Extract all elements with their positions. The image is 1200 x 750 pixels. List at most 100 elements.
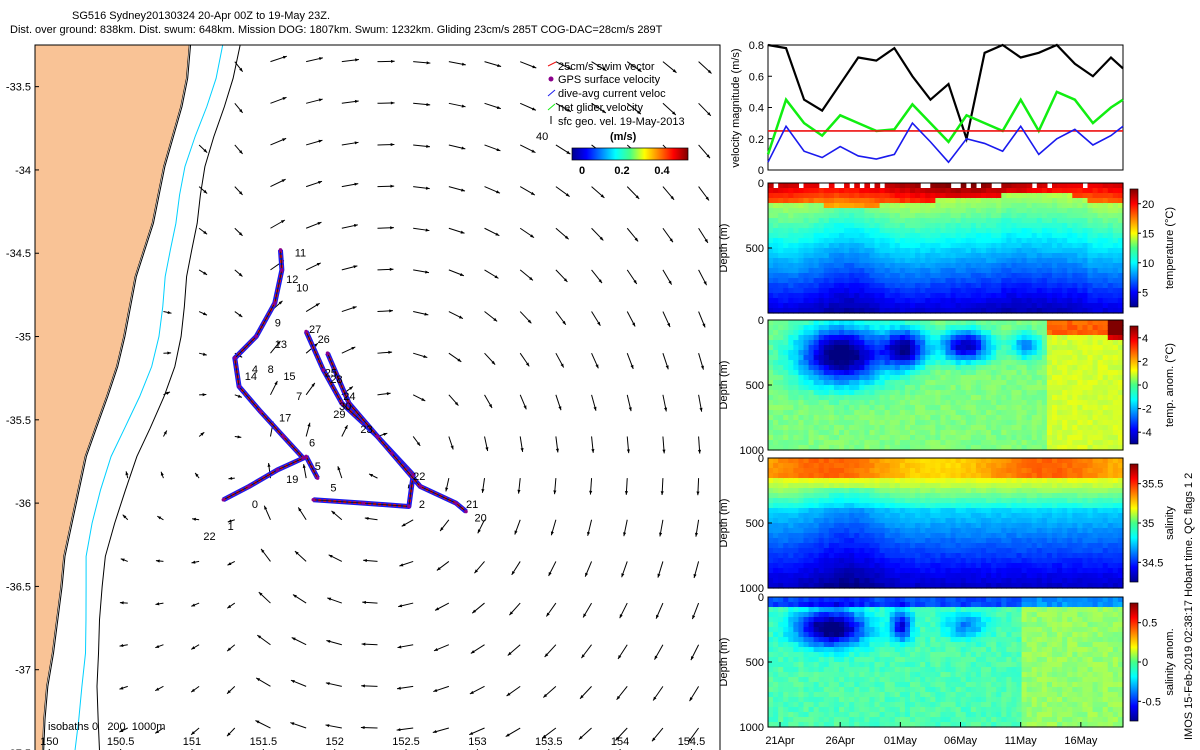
- heatmap-cell: [783, 288, 789, 294]
- heatmap-cell: [1112, 293, 1119, 299]
- heatmap-cell: [783, 293, 789, 299]
- heatmap-cell: [783, 320, 789, 326]
- heatmap-cell: [813, 420, 820, 426]
- heatmap-cell: [945, 415, 952, 421]
- heatmap-cell: [1092, 340, 1099, 346]
- heatmap-cell: [788, 458, 794, 464]
- heatmap-cell: [793, 385, 800, 391]
- heatmap-cell: [879, 345, 886, 351]
- heatmap-cell: [798, 370, 805, 376]
- heatmap-cell: [1036, 248, 1043, 254]
- heatmap-cell: [950, 203, 957, 209]
- heatmap-cell: [788, 335, 794, 341]
- heatmap-cell: [1067, 298, 1073, 304]
- heatmap-cell: [1057, 430, 1063, 436]
- heatmap-cell: [991, 303, 997, 309]
- vector-arrowhead: [425, 270, 429, 274]
- heatmap-cell: [793, 395, 800, 401]
- heatmap-cell: [965, 223, 972, 229]
- glider-track: [221, 248, 468, 514]
- heatmap-cell: [935, 198, 942, 204]
- heatmap-cell: [783, 330, 789, 336]
- heatmap-cell: [1077, 375, 1084, 381]
- vector-arrowhead: [450, 445, 454, 450]
- heatmap-cell: [793, 380, 800, 386]
- heatmap-cell: [1117, 228, 1124, 234]
- heatmap-cell: [1107, 360, 1114, 366]
- heatmap-cell: [1057, 248, 1063, 254]
- heatmap-cell: [1031, 188, 1038, 194]
- heatmap-cell: [935, 183, 942, 189]
- heatmap-cell: [828, 445, 835, 451]
- heatmap-cell: [839, 243, 845, 249]
- heatmap-cell: [925, 308, 931, 314]
- heatmap-cell: [1011, 440, 1018, 446]
- heatmap-cell: [950, 360, 957, 366]
- heatmap-cell: [793, 345, 800, 351]
- heatmap-cell: [1026, 188, 1033, 194]
- heatmap-cell: [854, 233, 860, 239]
- heatmap-cell: [910, 283, 916, 289]
- heatmap-cell: [1077, 288, 1084, 294]
- heatmap-cell: [864, 263, 871, 269]
- heatmap-cell: [803, 350, 810, 356]
- heatmap-cell: [1057, 400, 1063, 406]
- heatmap-cell: [920, 213, 926, 219]
- heatmap-cell: [864, 273, 871, 279]
- heatmap-cell: [839, 365, 845, 371]
- heatmap-cell: [859, 513, 865, 519]
- heatmap-cell: [823, 248, 830, 254]
- heatmap-cell: [960, 420, 967, 426]
- heatmap-cell: [1067, 188, 1073, 194]
- heatmap-cell: [818, 238, 825, 244]
- heatmap-cell: [808, 558, 815, 564]
- heatmap-cell: [869, 203, 876, 209]
- heatmap-cell: [1112, 198, 1119, 204]
- heatmap-cell: [965, 198, 972, 204]
- vector-arrowhead: [274, 381, 278, 386]
- vector-arrowhead: [628, 407, 632, 412]
- heatmap-cell: [1046, 223, 1053, 229]
- heatmap-cell: [1041, 278, 1048, 284]
- heatmap-cell: [1036, 435, 1043, 441]
- heatmap-cell: [849, 543, 855, 549]
- heatmap-cell: [970, 355, 977, 361]
- heatmap-cell: [879, 518, 886, 524]
- heatmap-cell: [1031, 435, 1038, 441]
- heatmap-cell: [849, 528, 855, 534]
- heatmap-cell: [798, 563, 805, 569]
- heatmap-cell: [1107, 365, 1114, 371]
- heatmap-cell: [1052, 188, 1058, 194]
- heatmap-cell: [1097, 370, 1104, 376]
- vector-arrowhead: [626, 449, 630, 454]
- heatmap-cell: [935, 445, 942, 451]
- vector-arrowhead: [494, 275, 499, 279]
- heatmap-cell: [839, 435, 845, 441]
- heatmap-cell: [818, 458, 825, 464]
- heatmap-cell: [818, 573, 825, 579]
- heatmap-cell: [1112, 218, 1119, 224]
- heatmap-cell: [899, 410, 906, 416]
- heatmap-cell: [773, 330, 779, 336]
- heatmap-cell: [1082, 303, 1089, 309]
- heatmap-cell: [823, 370, 830, 376]
- heatmap-cell: [965, 188, 972, 194]
- heatmap-cell: [1031, 303, 1038, 309]
- heatmap-cell: [945, 213, 952, 219]
- heatmap-cell: [859, 425, 865, 431]
- heatmap-cell: [935, 273, 942, 279]
- heatmap-cell: [793, 468, 800, 474]
- heatmap-cell: [1016, 243, 1023, 249]
- heatmap-cell: [813, 425, 820, 431]
- heatmap-cell: [910, 203, 916, 209]
- heatmap-cell: [869, 463, 876, 469]
- heatmap-cell: [833, 548, 840, 554]
- heatmap-cell: [783, 553, 789, 559]
- heatmap-cell: [818, 298, 825, 304]
- heatmap-cell: [1087, 375, 1094, 381]
- heatmap-cell: [1077, 350, 1084, 356]
- vector-arrowhead: [653, 696, 657, 701]
- heatmap-cell: [859, 578, 865, 584]
- vector-arrowhead: [564, 235, 569, 240]
